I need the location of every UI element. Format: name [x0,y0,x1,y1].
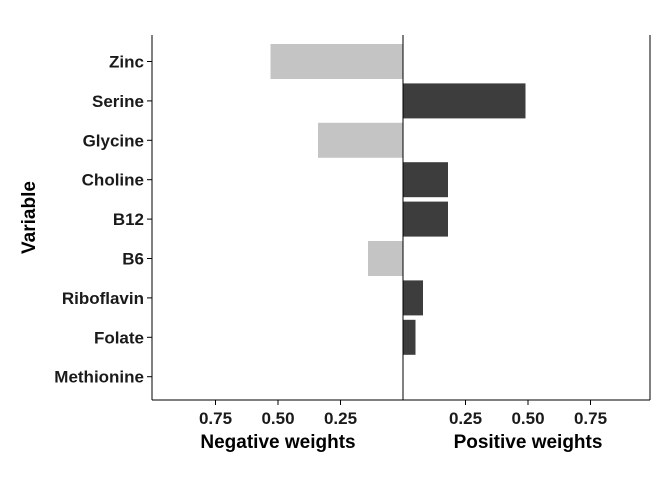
bar-choline [403,162,448,198]
bar-riboflavin [403,280,423,316]
category-label-zinc: Zinc [109,53,144,72]
category-label-riboflavin: Riboflavin [62,289,144,308]
x-axis-title-positive: Positive weights [454,432,603,453]
axes-group [147,35,651,405]
y-axis-title: Variable [19,181,40,254]
bars-group [270,44,526,355]
x-tick-label-positive: 0.50 [511,409,544,428]
x-tick-label-positive: 0.75 [574,409,607,428]
category-label-serine: Serine [92,92,144,111]
category-label-b6: B6 [122,250,144,269]
bar-b6 [368,241,403,276]
category-label-folate: Folate [94,328,144,347]
category-label-glycine: Glycine [83,131,144,150]
x-tick-label-positive: 0.25 [449,409,482,428]
category-label-methionine: Methionine [54,368,144,387]
bar-b12 [403,201,448,237]
x-tick-labels: 0.75 0.50 0.25 0.25 0.50 0.75 [199,409,607,428]
bar-folate [403,319,416,355]
category-label-b12: B12 [113,210,144,229]
bar-serine [403,83,526,119]
bar-zinc [270,44,403,79]
x-axis-title-negative: Negative weights [200,432,355,453]
x-tick-label-negative: 0.50 [261,409,294,428]
x-tick-label-negative: 0.25 [324,409,357,428]
category-label-choline: Choline [82,171,144,190]
category-labels: Zinc Serine Glycine Choline B12 B6 Riboflavin F… [54,53,144,387]
x-tick-label-negative: 0.75 [199,409,232,428]
bar-glycine [318,122,403,158]
